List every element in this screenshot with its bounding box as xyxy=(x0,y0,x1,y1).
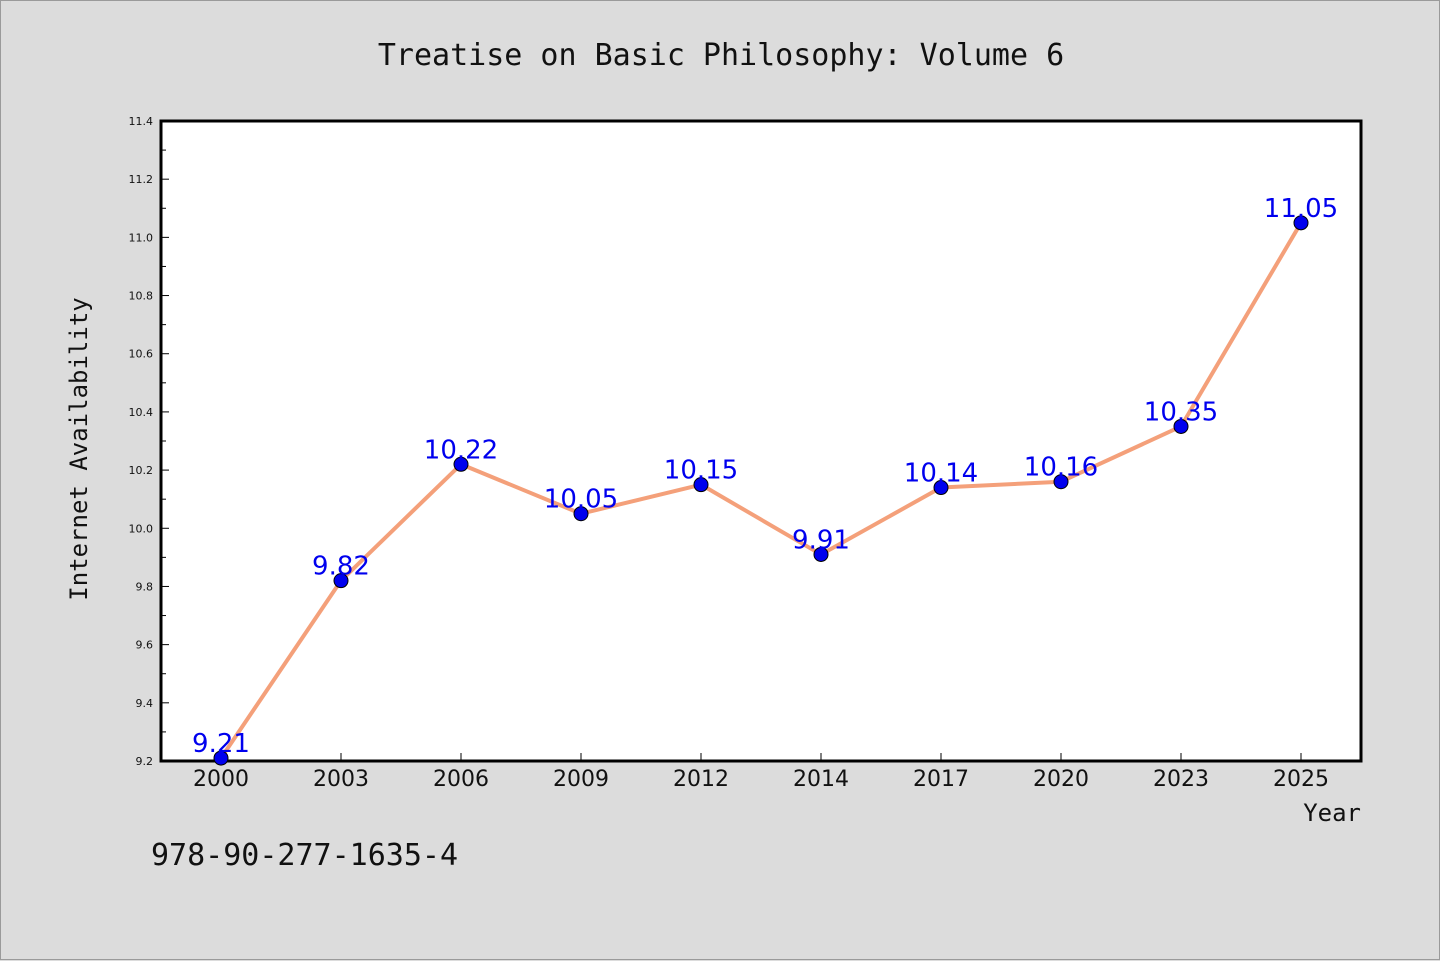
y-tick-label: 10.6 xyxy=(129,348,154,361)
x-tick-label: 2006 xyxy=(433,767,489,792)
data-label: 9.21 xyxy=(192,729,250,759)
x-tick-label: 2000 xyxy=(193,767,249,792)
x-axis: 2000 2003 2006 2009 2012 2014 2017 2020 2023 2025 xyxy=(193,753,1329,792)
data-point xyxy=(213,750,229,766)
data-point xyxy=(573,506,589,522)
y-axis: 9.2 9.4 9.6 9.8 10.0 10.2 10.4 10.6 10.8 11.0 11.2… xyxy=(129,115,169,768)
data-point xyxy=(693,477,709,493)
x-tick-label: 2009 xyxy=(553,767,609,792)
x-tick-label: 2017 xyxy=(913,767,969,792)
x-tick-label: 2012 xyxy=(673,767,729,792)
data-point xyxy=(1173,418,1189,434)
data-label: 10.05 xyxy=(544,485,618,515)
data-label: 10.15 xyxy=(664,456,738,486)
data-point xyxy=(1053,474,1069,490)
data-point xyxy=(813,546,829,562)
data-point xyxy=(933,480,949,496)
data-label: 11.05 xyxy=(1264,194,1338,224)
y-tick-label: 11.2 xyxy=(129,173,154,186)
y-tick-label: 9.4 xyxy=(136,697,154,710)
y-tick-label: 10.8 xyxy=(129,290,154,303)
y-tick-label: 10.0 xyxy=(129,522,154,535)
x-tick-label: 2025 xyxy=(1273,767,1329,792)
y-tick-label: 11.0 xyxy=(129,231,154,244)
x-tick-label: 2023 xyxy=(1153,767,1209,792)
y-tick-label: 9.8 xyxy=(136,580,154,593)
data-label: 10.35 xyxy=(1144,397,1218,427)
x-tick-label: 2014 xyxy=(793,767,849,792)
data-label: 10.16 xyxy=(1024,453,1098,483)
y-axis-label: Internet Availability xyxy=(65,297,93,600)
data-series: 9.21 9.82 10.22 10.05 10.15 9.91 10.14 10.16 10.… xyxy=(192,194,1338,766)
data-label: 10.14 xyxy=(904,459,978,489)
data-label: 9.91 xyxy=(792,525,850,555)
x-axis-label: Year xyxy=(1303,799,1361,827)
x-tick-label: 2020 xyxy=(1033,767,1089,792)
y-tick-label: 10.4 xyxy=(129,406,154,419)
data-point xyxy=(1293,215,1309,231)
y-tick-label: 11.4 xyxy=(129,115,154,128)
isbn-annotation: 978-90-277-1635-4 xyxy=(151,838,458,873)
series-line xyxy=(219,221,1303,760)
y-tick-label: 9.2 xyxy=(136,755,154,768)
data-label: 10.22 xyxy=(424,435,498,465)
y-tick-label: 10.2 xyxy=(129,464,154,477)
plot-area xyxy=(159,119,1363,763)
y-tick-label: 9.6 xyxy=(136,639,154,652)
data-label: 9.82 xyxy=(312,552,370,582)
data-point xyxy=(333,573,349,589)
x-tick-label: 2003 xyxy=(313,767,369,792)
chart-title: Treatise on Basic Philosophy: Volume 6 xyxy=(378,38,1064,73)
data-point xyxy=(453,456,469,472)
